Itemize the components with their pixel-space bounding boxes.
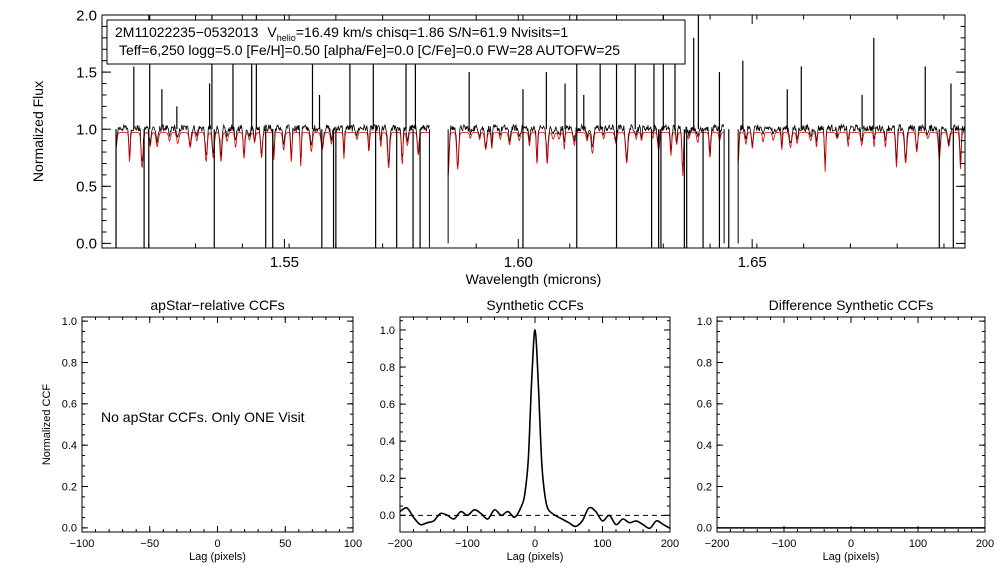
apstar-ccf-title: apStar−relative CCFs (150, 297, 284, 313)
synthetic-ccf-x-tick-label: 100 (593, 538, 611, 550)
difference-ccf-axes-frame (716, 316, 986, 533)
apstar-ccf-x-tick-label: −50 (140, 538, 159, 550)
spectrum-x-tick-label: 1.65 (738, 254, 767, 271)
apstar-ccf-y-tick-label: 0.8 (62, 357, 77, 369)
synthetic-ccf-y-tick-label: 0.6 (380, 399, 395, 411)
no-ccf-message: No apStar CCFs. Only ONE Visit (101, 409, 305, 425)
apstar-ccf-x-tick-label: 100 (344, 538, 362, 550)
spectrum-x-tick-label: 1.55 (270, 254, 299, 271)
apstar-ccf-y-tick-label: 0.0 (62, 523, 77, 535)
spectrum-y-tick-label: 1.5 (76, 64, 97, 81)
spectrum-x-axis-label: Wavelength (microns) (466, 271, 602, 287)
difference-ccf-ticks: −200 −100 0 100 200 0.0 0.2 0.4 0.6 0.8 1.0 (697, 316, 994, 550)
difference-ccf-y-tick-label: 1.0 (697, 316, 712, 328)
synthetic-ccf-y-tick-label: 0.8 (380, 362, 395, 374)
difference-ccf-x-tick-label: 100 (909, 538, 927, 550)
info-box-line-2: Teff=6,250 logg=5.0 [Fe/H]=0.50 [alpha/F… (119, 42, 620, 58)
observed-spectrum-line (447, 123, 725, 175)
spectrum-axes-frame (101, 14, 966, 249)
apstar-ccf-panel: apStar−relative CCFs −100 −50 0 50 100 0.0 0.2… (41, 297, 362, 563)
spectrum-y-tick-label: 0.0 (76, 236, 97, 253)
apstar-ccf-y-axis-label: Normalized CCF (41, 384, 53, 466)
spectrum-info-box: 2M11022235−0532013 Vhelio=16.49 km/s chis… (106, 19, 686, 65)
vhelio-values: =16.49 km/s chisq=1.86 S/N=61.9 Nvisits=… (296, 24, 569, 40)
apstar-ccf-x-tick-label: −100 (70, 538, 95, 550)
observed-spectrum-line (737, 123, 965, 165)
difference-ccf-panel: Difference Synthetic CCFs −200 −100 0 100 20… (697, 297, 994, 563)
difference-ccf-y-tick-label: 0.8 (697, 357, 712, 369)
apstar-ccf-ticks: −100 −50 0 50 100 0.0 0.2 0.4 0.6 0.8 1.0 (62, 316, 362, 550)
difference-ccf-x-axis-label: Lag (pixels) (823, 551, 880, 563)
spectrum-y-tick-label: 1.0 (76, 121, 97, 138)
spectrum-ticks: 1.55 1.60 1.65 0.0 0.5 1.0 1.5 2.0 (76, 7, 965, 271)
synthetic-ccf-ticks: −200 −100 0 100 200 0.0 0.2 0.4 0.6 0.8 1.0 (380, 317, 679, 550)
info-box-frame (106, 19, 686, 65)
vhelio-subscript: helio (277, 33, 296, 43)
difference-ccf-x-tick-label: 0 (848, 538, 854, 550)
synthetic-ccf-axes-frame (399, 316, 671, 533)
info-box-line-1: 2M11022235−0532013 Vhelio=16.49 km/s chis… (115, 24, 568, 43)
difference-ccf-title: Difference Synthetic CCFs (769, 297, 934, 313)
vhelio-label: V (267, 24, 277, 40)
apstar-ccf-y-tick-label: 1.0 (62, 316, 77, 328)
difference-ccf-y-tick-label: 0.6 (697, 399, 712, 411)
synthetic-ccf-x-tick-label: −100 (455, 538, 480, 550)
synthetic-ccf-y-tick-label: 0.0 (380, 510, 395, 522)
apstar-ccf-y-tick-label: 0.4 (62, 440, 77, 452)
synthetic-ccf-title: Synthetic CCFs (486, 297, 583, 313)
synthetic-ccf-x-tick-label: 200 (661, 538, 679, 550)
apstar-ccf-x-tick-label: 0 (214, 538, 220, 550)
difference-ccf-y-tick-label: 0.0 (697, 523, 712, 535)
synthetic-ccf-x-tick-label: 0 (532, 538, 538, 550)
object-id: 2M11022235−0532013 (115, 24, 259, 40)
synthetic-ccf-plot-area (399, 329, 671, 530)
synthetic-ccf-panel: Synthetic CCFs −200 −100 0 100 200 0.0 0.2 0.4 0… (380, 297, 679, 563)
spectrum-y-axis-label: Normalized Flux (30, 81, 46, 182)
apstar-ccf-y-tick-label: 0.6 (62, 399, 77, 411)
apstar-ccf-x-axis-label: Lag (pixels) (189, 551, 246, 563)
difference-ccf-y-tick-label: 0.4 (697, 440, 712, 452)
spectrum-x-tick-label: 1.60 (504, 254, 533, 271)
synthetic-ccf-y-tick-label: 1.0 (380, 325, 395, 337)
spectrum-y-tick-label: 0.5 (76, 179, 97, 196)
apstar-ccf-x-tick-label: 50 (279, 538, 291, 550)
model-spectrum-line (447, 132, 724, 177)
difference-ccf-x-tick-label: 200 (976, 538, 994, 550)
difference-ccf-x-tick-label: −100 (772, 538, 797, 550)
difference-ccf-y-tick-label: 0.2 (697, 481, 712, 493)
synthetic-ccf-x-tick-label: −200 (388, 538, 413, 550)
synthetic-ccf-y-tick-label: 0.4 (380, 436, 395, 448)
spectrum-panel: 1.55 1.60 1.65 0.0 0.5 1.0 1.5 2.0 Wavelength (… (30, 7, 966, 287)
apstar-ccf-y-tick-label: 0.2 (62, 481, 77, 493)
model-spectrum-line (737, 132, 965, 172)
synthetic-ccf-line (399, 329, 671, 530)
difference-ccf-x-tick-label: −200 (705, 538, 730, 550)
spectrum-y-tick-label: 2.0 (76, 7, 97, 24)
synthetic-ccf-x-axis-label: Lag (pixels) (507, 551, 564, 563)
synthetic-ccf-y-tick-label: 0.2 (380, 473, 395, 485)
